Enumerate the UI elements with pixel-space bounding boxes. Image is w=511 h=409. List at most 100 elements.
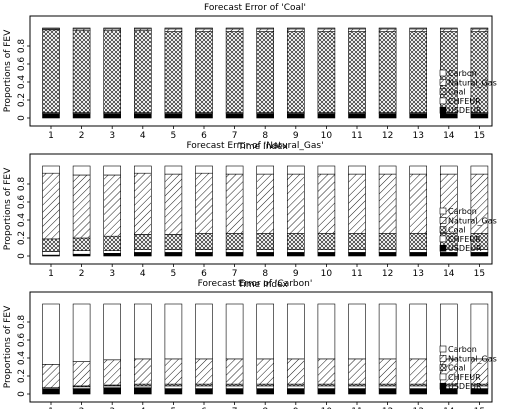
bar-segment-carbon [103, 165, 121, 176]
y-tick-label: 0.2 [17, 231, 27, 245]
bar-segment-natural-gas [317, 28, 336, 32]
bar-segment-coal [72, 30, 91, 113]
bar-segment-natural-gas [164, 358, 183, 385]
legend-label: USDEUR [448, 106, 482, 115]
y-tick-label: 0.2 [17, 369, 27, 383]
bar-segment-usdeur [72, 388, 91, 395]
bar-segment-usdeur [134, 387, 152, 395]
x-tick-label: 12 [382, 269, 393, 279]
bar-segment-natural-gas [348, 358, 366, 385]
bar-segment-usdeur [72, 113, 91, 119]
bar-segment-chfeur [103, 250, 121, 254]
bar-segment-chfeur [378, 249, 397, 253]
bar-segment-coal [225, 31, 244, 113]
x-tick-label: 8 [262, 131, 268, 141]
bar-segment-natural-gas [317, 173, 336, 234]
x-tick-label: 5 [171, 407, 177, 409]
bar-segment-chfeur [256, 385, 275, 389]
bar-segment-usdeur [103, 387, 121, 395]
bar-segment-carbon [225, 165, 244, 175]
bar-segment-carbon [103, 303, 121, 361]
chart-panel-2: Forecast Error of 'Natural_Gas' 0 0.2 0.4 0.… [3, 141, 497, 290]
bar-segment-usdeur [286, 388, 305, 395]
legend-swatch-usdeur [439, 244, 447, 252]
bar-segment-carbon [134, 303, 152, 360]
bar-segment-chfeur [164, 249, 183, 253]
y-tick-label: 0.6 [17, 195, 27, 210]
bar-segment-carbon [378, 165, 397, 175]
bar-segment-coal [42, 238, 60, 252]
x-tick-label: 3 [109, 269, 115, 279]
x-tick-label: 14 [443, 269, 455, 279]
bar-segment-natural-gas [103, 174, 121, 237]
y-tick-label: 0.8 [17, 315, 27, 330]
bar-segment-carbon [72, 165, 91, 176]
bar-segment-natural-gas [103, 359, 121, 386]
x-tick-label: 7 [232, 269, 238, 279]
legend-label: Carbon [448, 69, 477, 78]
bar-segment-usdeur [378, 113, 397, 119]
x-tick-label: 6 [201, 407, 207, 409]
bar-segment-natural-gas [409, 173, 428, 234]
x-tick-label: 8 [262, 407, 268, 409]
bar-segment-carbon [256, 27, 275, 30]
bar-segment-carbon [470, 27, 489, 30]
bar-segment-natural-gas [256, 173, 275, 234]
bar-segment-coal [378, 31, 397, 113]
bar-segment-chfeur [195, 249, 213, 253]
bar-segment-chfeur [286, 249, 305, 253]
bar-segment-chfeur [225, 385, 244, 389]
bar-segment-carbon [348, 303, 366, 360]
bar-segment-usdeur [409, 113, 428, 119]
bar-segment-carbon [286, 303, 305, 360]
bar-segment-carbon [42, 303, 60, 365]
x-tick-label: 4 [140, 131, 146, 141]
x-tick-label: 10 [321, 131, 333, 141]
bar-segment-natural-gas [72, 361, 91, 387]
y-tick-label: 0.4 [17, 213, 27, 228]
y-tick-label: 0.4 [17, 351, 27, 366]
y-tick-label: 0 [17, 253, 27, 259]
bar-segment-carbon [348, 165, 366, 175]
bar-segment-usdeur [256, 388, 275, 395]
bar-segment-natural-gas [286, 28, 305, 32]
bar-segment-coal [195, 31, 213, 113]
bar-segment-natural-gas [378, 28, 397, 32]
bar-segment-coal [164, 234, 183, 250]
bar-segment-natural-gas [42, 363, 60, 388]
bar-segment-natural-gas [195, 172, 213, 234]
y-tick-label: 0 [17, 115, 27, 121]
bar-segment-coal [134, 234, 152, 250]
bar-segment-usdeur [378, 388, 397, 395]
bar-segment-natural-gas [439, 28, 458, 32]
y-tick-label: 0.8 [17, 177, 27, 192]
bar-segment-chfeur [164, 385, 183, 389]
bar-segment-usdeur [256, 113, 275, 119]
x-tick-label: 1 [48, 131, 54, 141]
y-axis-label: Proportions of FEV [3, 167, 13, 250]
bar-segment-natural-gas [164, 173, 183, 235]
bar-segment-carbon [470, 165, 489, 175]
bar-segment-usdeur [286, 113, 305, 119]
legend-swatch-coal [439, 364, 447, 371]
x-tick-label: 1 [48, 407, 54, 409]
x-tick-label: 5 [171, 131, 177, 141]
bar-segment-chfeur [134, 249, 152, 253]
bar-segment-usdeur [409, 388, 428, 395]
x-tick-label: 6 [201, 269, 207, 279]
legend-label: CHFEUR [448, 235, 481, 244]
legend-label: Carbon [448, 207, 477, 216]
legend-label: Carbon [448, 345, 477, 354]
legend-label: CHFEUR [448, 97, 481, 106]
bar-segment-usdeur [317, 113, 336, 119]
bar-segment-carbon [134, 165, 152, 174]
legend-label: Natural_Gas [448, 354, 497, 363]
y-tick-label: 0.4 [17, 75, 27, 90]
bar-segment-natural-gas [378, 173, 397, 234]
bar-segment-carbon [103, 27, 121, 30]
x-tick-label: 2 [79, 269, 85, 279]
bar-segment-usdeur [317, 252, 336, 257]
chart-title: Forecast Error of 'Carbon' [198, 279, 313, 289]
x-tick-label: 9 [293, 407, 299, 409]
bar-segment-carbon [409, 165, 428, 175]
